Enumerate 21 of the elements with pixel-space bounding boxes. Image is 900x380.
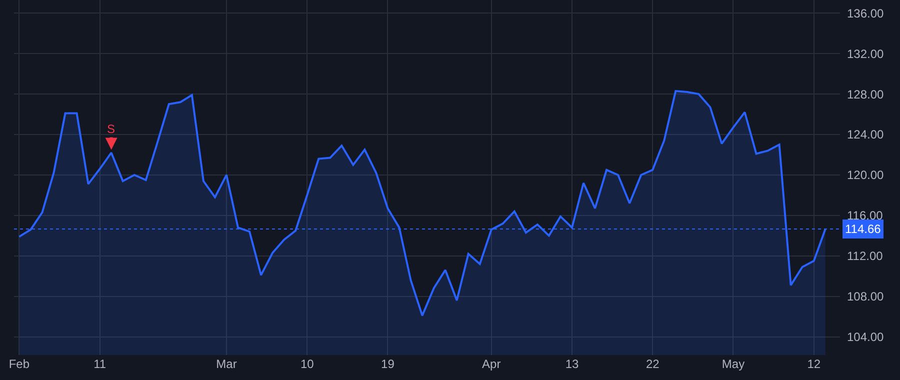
annotation: S: [107, 122, 116, 136]
x-tick-label: Mar: [216, 357, 237, 371]
x-tick-label: Apr: [482, 357, 501, 371]
y-tick-label: 136.00: [847, 6, 884, 20]
x-tick-label: 13: [565, 357, 579, 371]
y-tick-label: 124.00: [847, 128, 884, 142]
y-tick-label: 104.00: [847, 330, 884, 344]
ref-line-label: 114.66: [845, 222, 882, 236]
x-tick-label: 19: [381, 357, 395, 371]
x-tick-label: Feb: [8, 357, 30, 371]
x-tick-label: 10: [300, 357, 314, 371]
y-tick-label: 112.00: [847, 249, 884, 264]
y-tick-label: 116.00: [847, 208, 884, 223]
y-tick-label: 128.00: [847, 87, 884, 102]
y-tick-label: 132.00: [847, 46, 884, 61]
x-tick-label: 22: [646, 357, 660, 371]
x-tick-label: 11: [94, 357, 106, 371]
x-tick-label: 12: [807, 357, 821, 371]
y-tick-label: 108.00: [847, 290, 884, 304]
y-tick-label: 120.00: [847, 168, 884, 182]
x-tick-label: May: [722, 357, 745, 371]
